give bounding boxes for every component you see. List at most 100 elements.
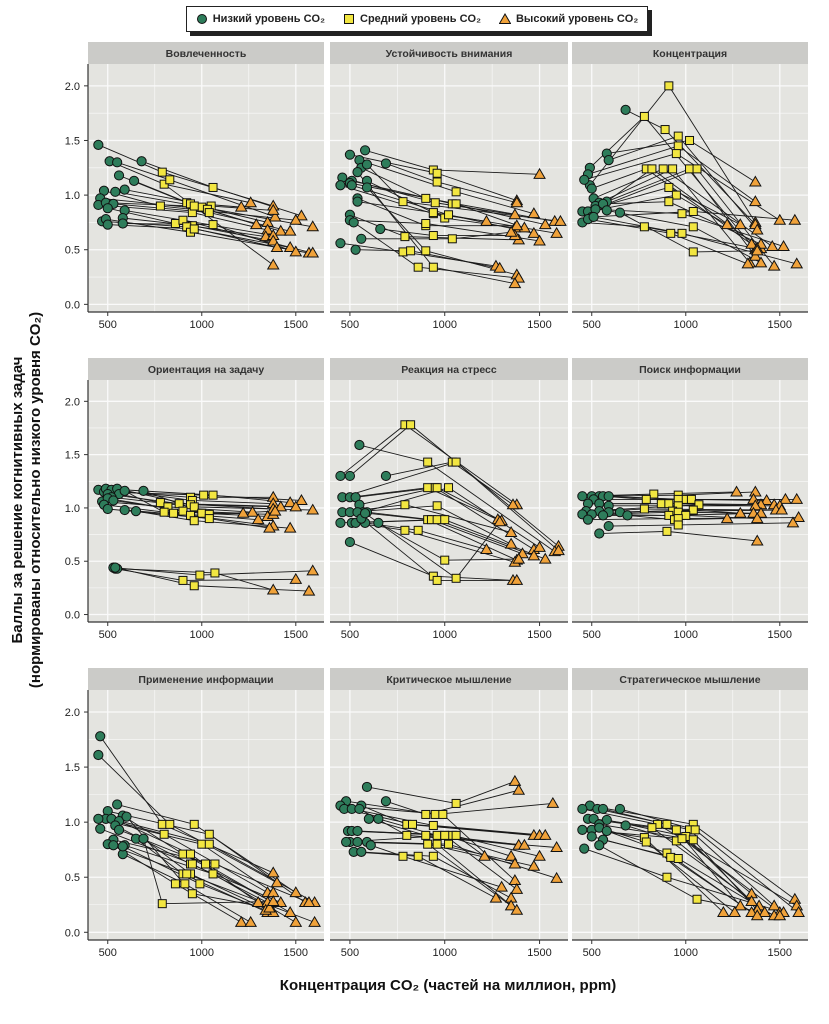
connector-line bbox=[685, 836, 752, 902]
triangle-marker-icon bbox=[498, 13, 511, 24]
connector-line bbox=[427, 519, 517, 561]
x-tick-label: 500 bbox=[341, 319, 359, 331]
point-high bbox=[308, 915, 321, 927]
point-high bbox=[270, 241, 284, 253]
point-mid bbox=[413, 851, 423, 861]
point-mid bbox=[668, 164, 678, 174]
connector-line bbox=[117, 161, 170, 181]
point-mid bbox=[428, 231, 438, 241]
panel-strip bbox=[330, 358, 568, 380]
point-low bbox=[119, 504, 130, 516]
connector-line bbox=[452, 461, 514, 506]
point-high bbox=[295, 209, 308, 221]
point-low bbox=[363, 813, 374, 824]
point-mid bbox=[444, 483, 454, 493]
point-mid bbox=[204, 514, 214, 524]
point-high bbox=[266, 894, 280, 906]
point-mid bbox=[423, 457, 433, 467]
point-low bbox=[136, 156, 147, 167]
connector-line bbox=[385, 461, 453, 477]
connector-line bbox=[163, 183, 274, 266]
connector-line bbox=[452, 203, 546, 226]
y-axis-title-line2: (нормированы относительно низкого уровня… bbox=[27, 312, 44, 688]
point-high bbox=[263, 521, 276, 533]
connector-line bbox=[436, 505, 512, 545]
point-mid bbox=[421, 219, 431, 229]
connector-line bbox=[676, 194, 728, 225]
panel-strip bbox=[88, 358, 324, 380]
point-high bbox=[508, 208, 522, 220]
point-mid bbox=[208, 220, 218, 230]
point-mid bbox=[681, 510, 691, 520]
point-high bbox=[268, 210, 282, 222]
connector-line bbox=[349, 487, 428, 498]
point-mid bbox=[189, 581, 199, 591]
point-high bbox=[504, 849, 518, 861]
point-high bbox=[538, 828, 552, 840]
x-tick-label: 1000 bbox=[190, 629, 214, 641]
connector-line bbox=[593, 168, 664, 199]
x-tick-label: 500 bbox=[99, 629, 117, 641]
point-low bbox=[603, 491, 614, 502]
connector-line bbox=[162, 901, 274, 905]
point-low bbox=[335, 470, 346, 482]
point-high bbox=[717, 905, 730, 917]
connector-line bbox=[437, 181, 517, 204]
x-tick-label: 500 bbox=[99, 947, 117, 959]
point-low bbox=[350, 244, 361, 255]
panel: Реакция на стресс 500 1000 1500 bbox=[330, 358, 568, 641]
point-high bbox=[234, 200, 248, 212]
point-low bbox=[586, 183, 597, 194]
point-low bbox=[373, 813, 384, 824]
point-low bbox=[95, 823, 106, 834]
point-mid bbox=[649, 489, 659, 499]
point-low bbox=[354, 803, 365, 815]
point-mid bbox=[398, 247, 408, 257]
connector-line bbox=[619, 808, 696, 831]
point-mid bbox=[423, 839, 433, 849]
y-tick-label: 0.0 bbox=[65, 927, 80, 939]
point-high bbox=[750, 909, 764, 921]
point-low bbox=[588, 211, 599, 223]
panel-title: Поиск информации bbox=[639, 364, 741, 376]
connector-line bbox=[141, 160, 214, 188]
point-low bbox=[603, 155, 614, 166]
connector-line bbox=[143, 838, 163, 904]
point-low bbox=[361, 781, 373, 793]
connector-line bbox=[599, 844, 698, 900]
point-high bbox=[306, 246, 320, 258]
point-high bbox=[748, 195, 762, 207]
point-mid bbox=[673, 854, 683, 864]
connector-line bbox=[698, 504, 756, 507]
connector-line bbox=[689, 168, 756, 257]
x-tick-label: 1000 bbox=[674, 319, 698, 331]
connector-line bbox=[444, 558, 519, 561]
connector-line bbox=[340, 184, 434, 215]
point-low bbox=[359, 145, 371, 156]
connector-line bbox=[359, 444, 428, 463]
point-high bbox=[268, 504, 282, 516]
point-high bbox=[750, 512, 764, 524]
point-low bbox=[348, 217, 359, 228]
point-high bbox=[283, 496, 297, 508]
connector-line bbox=[98, 144, 163, 173]
point-mid bbox=[662, 819, 672, 829]
x-tick-label: 1000 bbox=[674, 629, 698, 641]
connector-line bbox=[448, 843, 557, 879]
connector-line bbox=[455, 521, 501, 579]
connector-line bbox=[452, 231, 512, 240]
point-high bbox=[266, 234, 280, 246]
x-tick-label: 1500 bbox=[527, 947, 551, 959]
point-high bbox=[283, 905, 297, 917]
connector-line bbox=[433, 266, 515, 285]
point-high bbox=[748, 249, 762, 261]
point-mid bbox=[165, 175, 175, 185]
point-mid bbox=[664, 81, 674, 91]
connector-line bbox=[587, 218, 671, 234]
point-high bbox=[728, 905, 742, 917]
connector-line bbox=[589, 85, 670, 186]
connector-line bbox=[404, 529, 516, 563]
point-mid bbox=[197, 508, 207, 518]
connector-line bbox=[455, 835, 485, 857]
point-mid bbox=[413, 525, 423, 535]
